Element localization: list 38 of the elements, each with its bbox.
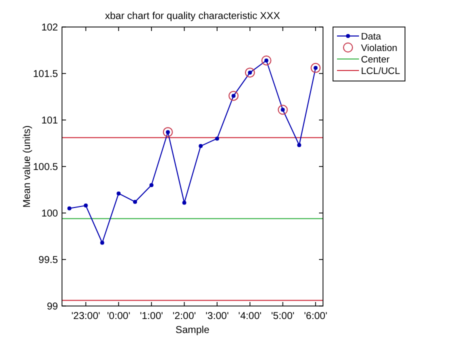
- point: [133, 200, 138, 204]
- legend-label: Data: [361, 32, 382, 42]
- chart-title: xbar chart for quality characteristic XXX: [104, 11, 280, 22]
- y-tick-label: 100.5: [32, 162, 58, 173]
- x-tick-label: '5:00': [271, 311, 295, 322]
- point: [149, 183, 154, 188]
- x-axis-title: Sample: [176, 325, 210, 336]
- y-tick-label: 101: [41, 116, 58, 126]
- legend-label: LCL/UCL: [361, 66, 400, 77]
- x-tick-label: '6:00': [304, 311, 328, 322]
- point: [182, 200, 186, 205]
- point: [84, 204, 88, 208]
- y-tick-label: 101.5: [32, 69, 58, 80]
- legend-label: Center: [361, 54, 390, 66]
- point: [297, 143, 302, 148]
- x-tick-label: '23:00': [71, 311, 100, 322]
- x-tick-label: '2:00': [172, 311, 196, 322]
- x-tick-label: '4:00': [238, 311, 262, 322]
- point: [67, 206, 72, 210]
- point: [215, 136, 220, 141]
- point: [261, 55, 272, 66]
- x-tick-label: '0:00': [106, 311, 130, 322]
- y-tick-label: 99.5: [38, 255, 58, 266]
- point: [310, 62, 321, 73]
- point: [162, 127, 173, 138]
- y-axis-title: Mean value (units): [22, 125, 33, 208]
- y-tick-label: 102: [41, 22, 58, 34]
- point: [198, 144, 203, 148]
- y-tick-label: 99: [46, 302, 58, 312]
- point: [278, 104, 288, 115]
- point: [100, 240, 104, 245]
- point: [244, 68, 255, 78]
- x-tick-label: '1:00': [140, 311, 164, 322]
- legend-label: Violation: [361, 43, 398, 54]
- x-tick-label: '3:00': [205, 311, 229, 322]
- point: [228, 90, 239, 101]
- point: [116, 191, 121, 196]
- y-tick-label: 100: [41, 208, 58, 220]
